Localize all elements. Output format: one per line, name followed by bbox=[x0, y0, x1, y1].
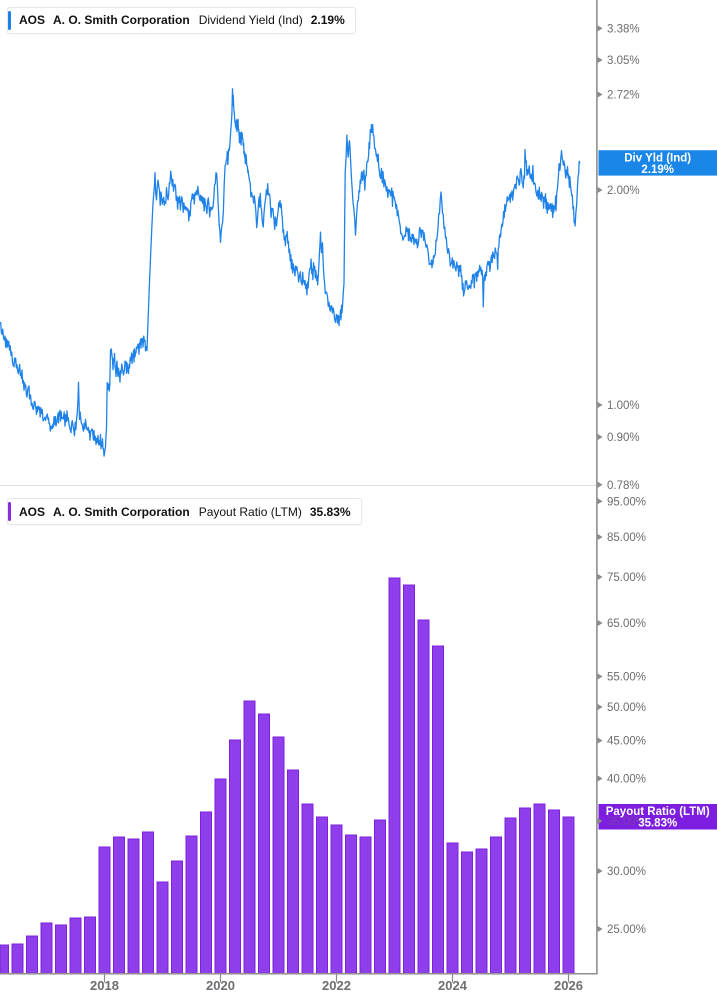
svg-text:2026: 2026 bbox=[554, 978, 583, 993]
svg-text:2020: 2020 bbox=[206, 978, 235, 993]
svg-text:50.00%: 50.00% bbox=[607, 702, 646, 714]
svg-text:2.72%: 2.72% bbox=[607, 90, 640, 102]
svg-text:30.00%: 30.00% bbox=[607, 866, 646, 878]
svg-text:40.00%: 40.00% bbox=[607, 774, 646, 786]
svg-text:3.05%: 3.05% bbox=[607, 55, 640, 67]
svg-text:Payout Ratio (LTM): Payout Ratio (LTM) bbox=[606, 806, 710, 818]
svg-text:2018: 2018 bbox=[90, 978, 119, 993]
svg-text:65.00%: 65.00% bbox=[607, 618, 646, 630]
svg-text:75.00%: 75.00% bbox=[607, 572, 646, 584]
svg-text:45.00%: 45.00% bbox=[607, 736, 646, 748]
svg-text:95.00%: 95.00% bbox=[607, 496, 646, 508]
svg-text:1.00%: 1.00% bbox=[607, 400, 640, 412]
svg-text:0.78%: 0.78% bbox=[607, 480, 640, 492]
svg-text:2.00%: 2.00% bbox=[607, 185, 640, 197]
svg-text:25.00%: 25.00% bbox=[607, 924, 646, 936]
svg-text:2.19%: 2.19% bbox=[641, 164, 674, 176]
svg-text:3.38%: 3.38% bbox=[607, 23, 640, 35]
svg-text:35.00%: 35.00% bbox=[607, 816, 646, 828]
svg-text:2024: 2024 bbox=[438, 978, 468, 993]
svg-text:0.90%: 0.90% bbox=[607, 432, 640, 444]
svg-text:35.83%: 35.83% bbox=[638, 817, 677, 829]
svg-text:55.00%: 55.00% bbox=[607, 672, 646, 684]
svg-text:Div Yld (Ind): Div Yld (Ind) bbox=[624, 153, 691, 165]
svg-text:2022: 2022 bbox=[322, 978, 351, 993]
svg-text:85.00%: 85.00% bbox=[607, 532, 646, 544]
